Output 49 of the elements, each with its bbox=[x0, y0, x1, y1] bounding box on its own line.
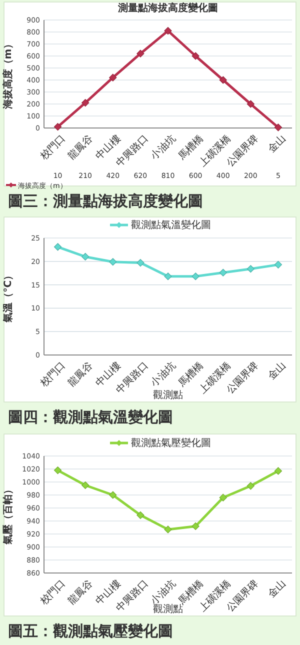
x-tick-label: 金山 bbox=[266, 132, 288, 156]
point bbox=[246, 100, 254, 108]
point bbox=[246, 265, 254, 273]
legend-label: 觀測點氣壓變化圖 bbox=[131, 437, 211, 449]
x-tick-label: 小油坑 bbox=[148, 360, 178, 390]
point bbox=[136, 511, 144, 519]
point bbox=[192, 52, 200, 60]
point bbox=[82, 252, 90, 261]
x-tick-label: 金山 bbox=[266, 578, 288, 600]
x-tick-label: 校門口 bbox=[37, 132, 68, 163]
point bbox=[109, 258, 117, 266]
point bbox=[246, 482, 254, 490]
point bbox=[192, 522, 200, 530]
x-tick-label: 校門口 bbox=[37, 360, 68, 390]
x-axis-title: 觀測點 bbox=[153, 603, 183, 615]
text: 圖四：觀測點氣溫變化圖 bbox=[8, 408, 173, 426]
text: 圖五：觀測點氣壓變化圖 bbox=[8, 622, 173, 640]
point bbox=[54, 123, 62, 131]
point bbox=[164, 526, 172, 534]
point bbox=[164, 27, 172, 35]
point bbox=[82, 99, 90, 107]
point bbox=[109, 74, 117, 82]
point bbox=[54, 243, 62, 251]
x-tick-label: 校門口 bbox=[37, 578, 68, 608]
y-axis-title: 海拔高度（m） bbox=[2, 38, 14, 110]
point bbox=[274, 467, 282, 475]
point bbox=[219, 268, 227, 276]
y-axis-title: 氣溫（℃） bbox=[2, 270, 14, 324]
x-tick-label: 龍鳳谷 bbox=[66, 578, 96, 608]
x-tick-label: 龍鳳谷 bbox=[66, 360, 96, 390]
legend-label: 觀測點氣溫變化圖 bbox=[131, 219, 211, 231]
point bbox=[274, 124, 282, 132]
point bbox=[274, 260, 282, 268]
point bbox=[54, 466, 62, 474]
x-tick-label: 龍鳳谷 bbox=[66, 132, 96, 162]
x-axis-title: 觀測點 bbox=[153, 389, 183, 401]
text: 圖三：測量點海拔高度變化圖 bbox=[8, 192, 203, 210]
point bbox=[192, 272, 200, 280]
point bbox=[219, 494, 227, 502]
point bbox=[136, 50, 144, 58]
x-tick-label: 小油坑 bbox=[148, 132, 178, 162]
x-tick-label: 金山 bbox=[266, 360, 288, 382]
y-axis-title: 氣壓（百帕） bbox=[2, 484, 14, 546]
point bbox=[82, 481, 90, 490]
chart-title: 測量點海拔高度變化圖 bbox=[117, 2, 218, 14]
point bbox=[164, 272, 172, 280]
point bbox=[109, 491, 117, 499]
point bbox=[219, 76, 227, 84]
point bbox=[136, 259, 144, 267]
